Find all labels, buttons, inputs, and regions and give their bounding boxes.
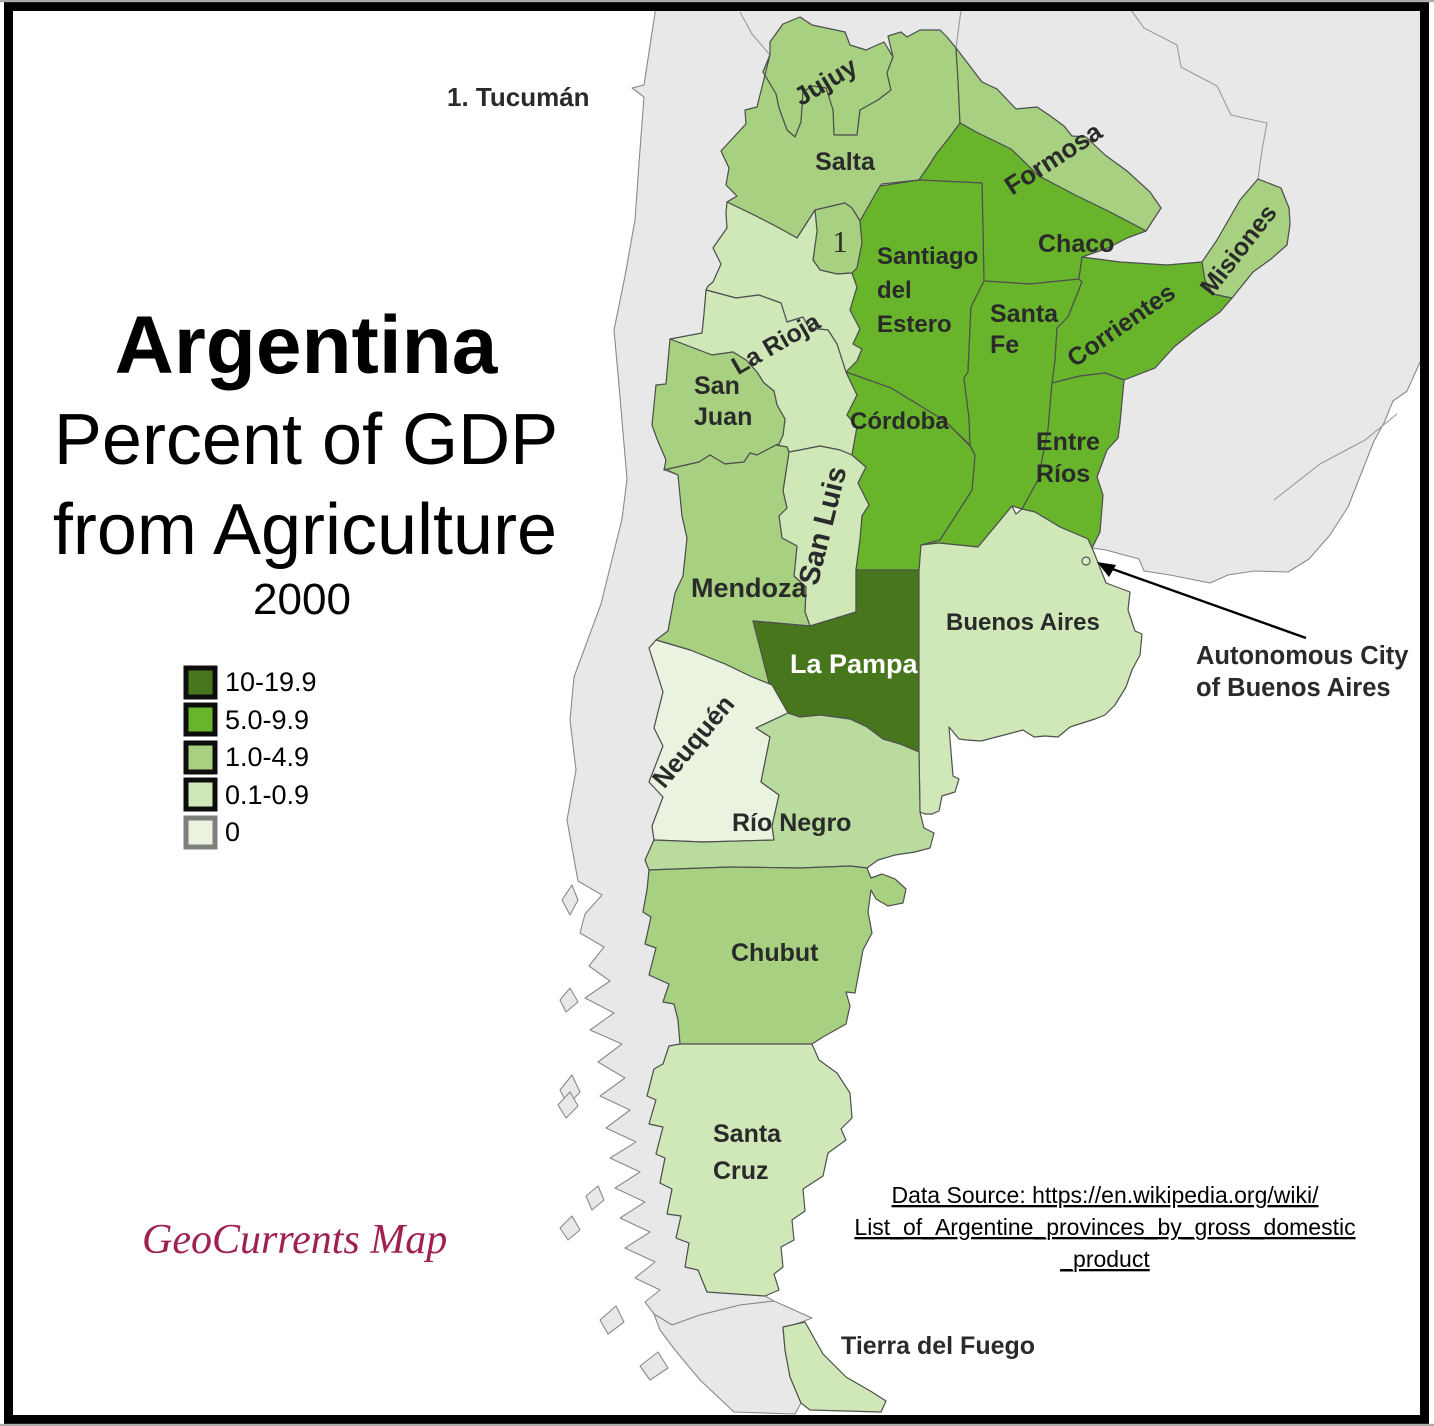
svg-text:5.0-9.9: 5.0-9.9: [225, 705, 309, 735]
svg-text:from Agriculture: from Agriculture: [53, 490, 557, 570]
svg-text:GeoCurrents Map: GeoCurrents Map: [142, 1217, 447, 1263]
svg-text:0.1-0.9: 0.1-0.9: [225, 780, 309, 810]
svg-text:10-19.9: 10-19.9: [225, 667, 317, 697]
svg-text:Fe: Fe: [990, 331, 1019, 359]
svg-text:Córdoba: Córdoba: [850, 408, 949, 435]
svg-text:Ríos: Ríos: [1036, 460, 1090, 488]
svg-text:Estero: Estero: [877, 311, 952, 338]
svg-text:Río Negro: Río Negro: [732, 809, 851, 837]
svg-text:Entre: Entre: [1036, 428, 1100, 456]
svg-text:1. Tucumán: 1. Tucumán: [447, 82, 590, 112]
svg-text:La Pampa: La Pampa: [790, 649, 919, 679]
svg-text:Tierra del Fuego: Tierra del Fuego: [841, 1332, 1035, 1360]
svg-text:Chaco: Chaco: [1038, 230, 1114, 258]
svg-text:Argentina: Argentina: [115, 300, 499, 391]
svg-text:_product: _product: [1059, 1246, 1150, 1272]
svg-text:Santa: Santa: [713, 1120, 782, 1148]
svg-text:Salta: Salta: [815, 148, 876, 176]
svg-text:1: 1: [832, 224, 848, 259]
svg-text:Autonomous City: Autonomous City: [1196, 642, 1409, 670]
svg-text:San: San: [694, 372, 740, 400]
svg-text:List_of_Argentine_provinces_by: List_of_Argentine_provinces_by_gross_dom…: [854, 1214, 1355, 1240]
svg-text:Chubut: Chubut: [731, 939, 819, 967]
svg-text:Data Source: https://en.wikipe: Data Source: https://en.wikipedia.org/wi…: [892, 1182, 1320, 1208]
svg-text:1.0-4.9: 1.0-4.9: [225, 742, 309, 772]
svg-text:of Buenos Aires: of Buenos Aires: [1196, 674, 1391, 702]
svg-text:Mendoza: Mendoza: [691, 573, 807, 603]
svg-text:Cruz: Cruz: [713, 1157, 769, 1185]
svg-text:Santa: Santa: [990, 300, 1059, 328]
svg-text:0: 0: [225, 817, 240, 847]
svg-text:del: del: [877, 277, 912, 304]
svg-text:Santiago: Santiago: [877, 243, 978, 270]
svg-text:Buenos Aires: Buenos Aires: [946, 609, 1100, 636]
svg-text:2000: 2000: [253, 575, 351, 624]
svg-text:Percent of GDP: Percent of GDP: [54, 400, 558, 480]
svg-text:Juan: Juan: [694, 403, 752, 431]
